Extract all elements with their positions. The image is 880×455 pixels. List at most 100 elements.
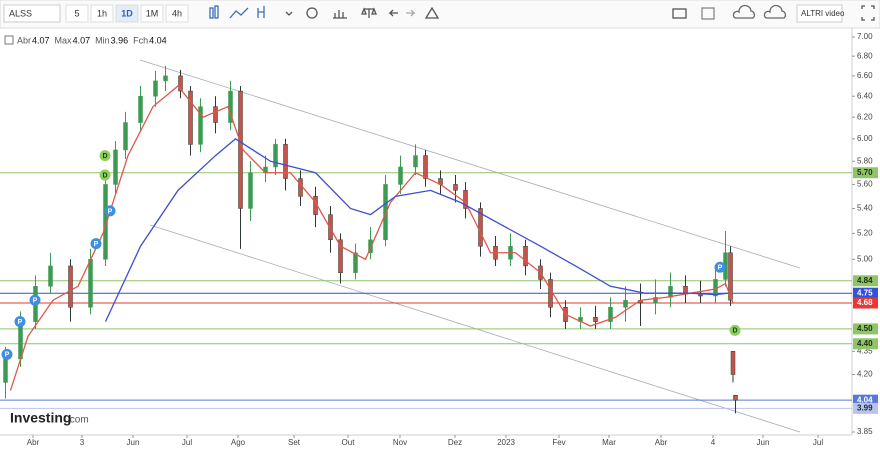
y-tick-label: 7.00 [857,32,873,41]
candle-body [198,106,203,145]
legend-label: Max [55,35,73,45]
icon-compare[interactable] [361,7,377,18]
symbol-box[interactable] [3,4,61,23]
price-badge [853,402,878,414]
y-tick-label: 6.40 [857,91,873,100]
icon-fullscreen[interactable] [861,5,875,21]
moving-average [9,85,734,391]
candle-body [383,184,388,241]
toolbar-icons [209,4,875,21]
y-tick-label: 6.20 [857,112,873,121]
event-marker-label: D [102,172,107,179]
candle-body [413,155,418,168]
price-badge [853,275,878,287]
x-tick-label: 3 [80,438,85,447]
logo-suffix: .com [67,415,89,426]
icon-redo[interactable] [406,9,416,17]
x-tick-label: Nov [393,438,407,447]
candle-body [733,395,738,401]
y-tick-label: 4.35 [857,346,873,355]
candle-body [730,351,736,375]
interval-button[interactable] [90,4,114,23]
candle-body [123,122,128,151]
candle-body [728,252,733,301]
icon-undo[interactable] [388,9,398,17]
x-tick-label: Abr [655,438,668,447]
icon-bars[interactable] [257,6,265,18]
event-marker[interactable] [99,169,111,181]
candle-body [523,245,528,267]
legend-toggle[interactable] [4,35,14,45]
interval-label: 1h [97,8,107,18]
price-badge-label: 4.50 [857,324,873,333]
video-button[interactable] [796,4,843,23]
toolbar: ALSS 5 1h 1D 1M 4h ALTRI video [0,0,880,29]
icon-alert[interactable] [424,6,440,19]
icon-camera[interactable] [672,8,687,19]
icon-layout[interactable] [701,7,715,20]
y-tick-label: 6.80 [857,51,873,60]
event-marker[interactable] [1,348,13,360]
icon-candles[interactable] [209,7,214,19]
price-badge-label: 4.75 [857,288,873,297]
candle-body [328,214,333,241]
icon-settings[interactable] [306,7,318,19]
logo: Investing .com [10,410,89,426]
event-marker[interactable] [104,205,116,217]
x-tick-label: 4 [711,438,716,447]
candle-body [113,149,118,185]
interval-button[interactable] [115,4,139,23]
event-marker[interactable] [90,238,102,250]
y-tick-label: 3.85 [857,427,873,436]
y-tick-label: 4.20 [857,370,873,379]
event-marker[interactable] [714,261,726,273]
candle-body [593,317,598,322]
event-marker[interactable] [14,316,26,328]
event-marker-label: P [33,298,38,305]
interval-button[interactable] [165,4,189,23]
event-marker[interactable] [29,294,41,306]
candle-body [188,90,193,145]
legend-value: 3.96 [111,35,129,45]
price-badge [853,338,878,350]
icon-cloud-up[interactable] [763,4,787,19]
candle-body [3,358,8,383]
event-marker[interactable] [99,150,111,162]
interval-button[interactable] [65,4,89,23]
x-tick-label: Dez [448,438,462,447]
candle-body [68,265,73,308]
event-marker[interactable] [729,324,741,336]
candle-body [548,279,553,308]
icon-cloud-down[interactable] [732,4,756,19]
price-badge-label: 4.40 [857,339,873,348]
interval-label: 1D [121,8,133,18]
interval-label: 4h [172,8,182,18]
symbol: ALSS [9,8,32,18]
candle-body [463,190,468,209]
price-badge [853,394,878,406]
trend-channel-upper [139,59,801,269]
candle-body [153,80,158,97]
candle-body [163,75,168,82]
moving-average [104,138,729,322]
candle-body [103,184,108,260]
candle-body [338,239,343,273]
x-tick-label: Jul [182,438,192,447]
x-tick-label: Jun [757,438,770,447]
candle-body [238,90,243,209]
legend-value: 4.07 [73,35,91,45]
y-tick-label: 5.40 [857,204,873,213]
candle-body [683,286,688,294]
video-label: ALTRI video [801,9,845,18]
candle-body [398,166,403,185]
interval-button[interactable] [140,4,164,23]
icon-indicators[interactable] [333,10,347,19]
candle-body [178,75,183,92]
candle-body [213,106,218,123]
y-tick-label: 5.80 [857,156,873,165]
y-tick-label: 6.00 [857,134,873,143]
event-marker-label: D [732,328,737,335]
candle-body [283,144,288,179]
icon-line[interactable] [229,7,249,19]
